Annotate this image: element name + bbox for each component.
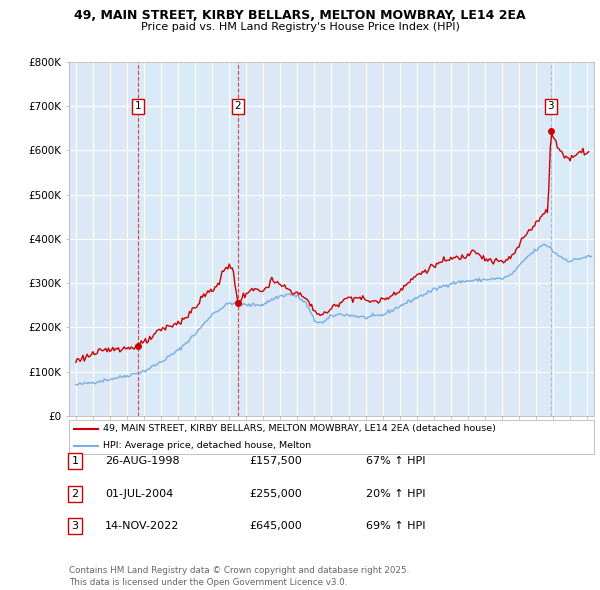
Text: 1: 1	[135, 101, 142, 111]
Text: 1: 1	[71, 457, 79, 466]
Text: 69% ↑ HPI: 69% ↑ HPI	[366, 522, 425, 531]
Text: 2: 2	[235, 101, 241, 111]
Text: £255,000: £255,000	[249, 489, 302, 499]
Text: HPI: Average price, detached house, Melton: HPI: Average price, detached house, Melt…	[103, 441, 311, 450]
Text: 2: 2	[71, 489, 79, 499]
Bar	[551, 62, 594, 416]
Text: Contains HM Land Registry data © Crown copyright and database right 2025.
This d: Contains HM Land Registry data © Crown c…	[69, 566, 409, 587]
Text: Price paid vs. HM Land Registry's House Price Index (HPI): Price paid vs. HM Land Registry's House …	[140, 22, 460, 32]
Text: 20% ↑ HPI: 20% ↑ HPI	[366, 489, 425, 499]
Text: 49, MAIN STREET, KIRBY BELLARS, MELTON MOWBRAY, LE14 2EA: 49, MAIN STREET, KIRBY BELLARS, MELTON M…	[74, 9, 526, 22]
Text: £645,000: £645,000	[249, 522, 302, 531]
Text: 49, MAIN STREET, KIRBY BELLARS, MELTON MOWBRAY, LE14 2EA (detached house): 49, MAIN STREET, KIRBY BELLARS, MELTON M…	[103, 424, 496, 433]
Text: £157,500: £157,500	[249, 457, 302, 466]
Text: 3: 3	[71, 522, 79, 531]
Text: 26-AUG-1998: 26-AUG-1998	[105, 457, 179, 466]
Bar	[138, 62, 238, 416]
Text: 01-JUL-2004: 01-JUL-2004	[105, 489, 173, 499]
Text: 3: 3	[548, 101, 554, 111]
Text: 67% ↑ HPI: 67% ↑ HPI	[366, 457, 425, 466]
Text: 14-NOV-2022: 14-NOV-2022	[105, 522, 179, 531]
